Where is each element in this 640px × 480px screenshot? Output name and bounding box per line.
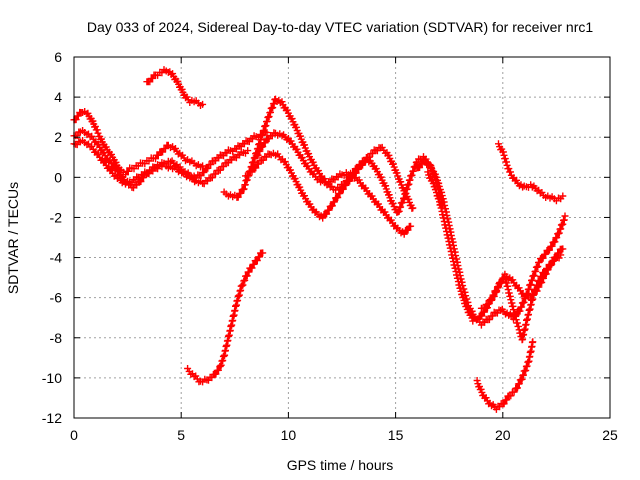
y-tick-label: 6 <box>54 49 62 65</box>
x-tick-label: 0 <box>70 427 78 443</box>
x-tick-label: 5 <box>177 427 185 443</box>
series-track-m <box>477 251 565 344</box>
data-point-markers <box>252 129 415 238</box>
y-tick-label: 4 <box>54 89 62 105</box>
series-track-d <box>143 66 207 109</box>
series-track-k <box>473 338 537 413</box>
chart-title: Day 033 of 2024, Sidereal Day-to-day VTE… <box>87 19 593 35</box>
y-tick-label: 0 <box>54 169 62 185</box>
data-point-markers <box>477 251 565 344</box>
axis-ticks <box>73 56 611 419</box>
data-points <box>70 66 569 413</box>
y-tick-label: -6 <box>50 290 63 306</box>
data-point-markers <box>242 143 417 222</box>
series-track-l <box>495 140 567 205</box>
x-tick-label: 15 <box>388 427 404 443</box>
y-tick-label: -12 <box>42 410 62 426</box>
x-tick-label: 10 <box>281 427 297 443</box>
data-point-markers <box>184 249 267 386</box>
y-tick-label: -10 <box>42 370 62 386</box>
data-point-markers <box>70 108 207 179</box>
series-track-g <box>252 129 415 238</box>
data-point-markers <box>473 338 537 413</box>
data-point-markers <box>143 66 207 109</box>
x-tick-labels: 0 5 10 15 20 25 <box>70 427 618 443</box>
y-tick-label: -4 <box>50 250 63 266</box>
x-tick-label: 25 <box>602 427 618 443</box>
x-tick-label: 20 <box>495 427 511 443</box>
y-axis-label: SDTVAR / TECUs <box>5 182 21 294</box>
y-tick-label: 2 <box>54 129 62 145</box>
series-track-a <box>70 108 207 179</box>
x-axis-label: GPS time / hours <box>287 457 394 473</box>
y-tick-label: -2 <box>50 209 63 225</box>
y-tick-label: -8 <box>50 330 63 346</box>
series-track-h <box>242 143 417 222</box>
plot-frame <box>73 56 611 419</box>
y-tick-labels: -12 -10 -8 -6 -4 -2 0 2 4 6 <box>42 49 62 426</box>
data-point-markers <box>495 140 567 205</box>
series-track-e <box>184 249 267 386</box>
